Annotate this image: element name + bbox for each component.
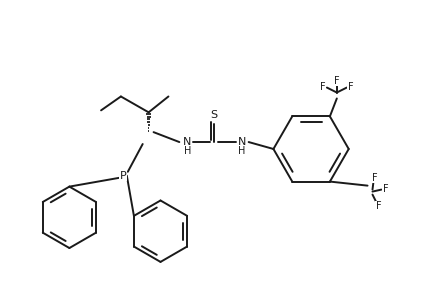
Text: F: F (383, 184, 388, 194)
Text: N: N (183, 137, 191, 147)
Text: F: F (372, 173, 377, 183)
Text: F: F (334, 76, 340, 86)
Text: P: P (119, 171, 126, 181)
Text: F: F (348, 81, 354, 91)
Text: F: F (320, 81, 326, 91)
Text: H: H (238, 146, 245, 156)
Text: S: S (211, 110, 217, 120)
Text: F: F (376, 201, 381, 211)
Text: N: N (238, 137, 246, 147)
Text: H: H (184, 146, 191, 156)
